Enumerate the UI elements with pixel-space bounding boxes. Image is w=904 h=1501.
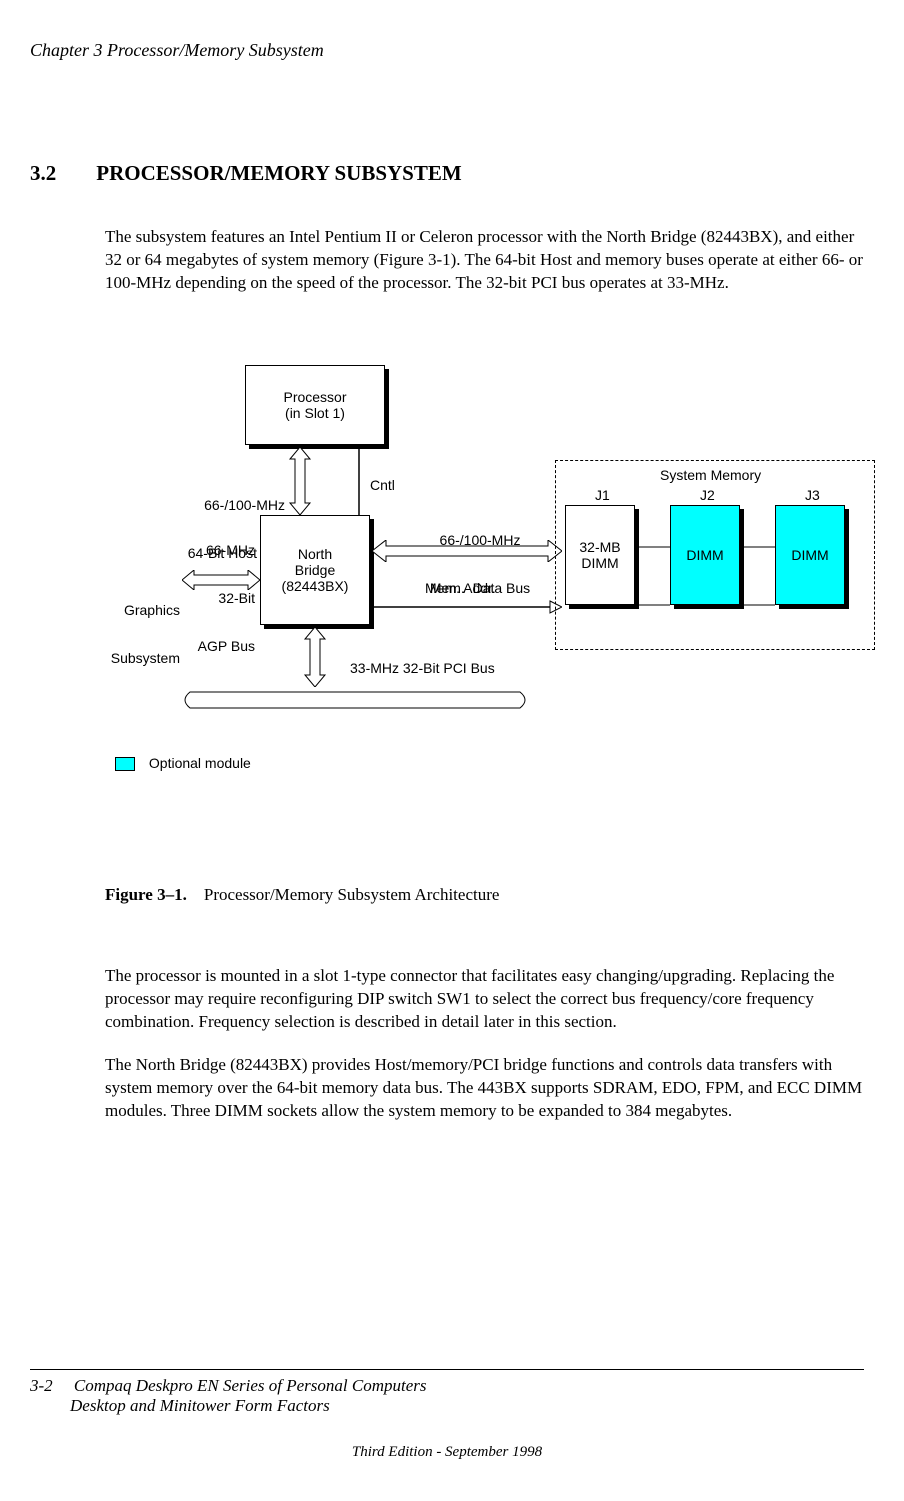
graphics-label: Graphics Subsystem bbox=[95, 570, 180, 698]
host-bus-arrow-icon bbox=[285, 447, 315, 515]
processor-label-2: (in Slot 1) bbox=[285, 405, 345, 421]
nb-label-2: Bridge bbox=[295, 562, 335, 578]
architecture-diagram: Processor (in Slot 1) 66-/100-MHz 64-Bit… bbox=[105, 365, 885, 845]
page-footer: 3-2 Compaq Deskpro EN Series of Personal… bbox=[30, 1369, 864, 1461]
system-memory-label: System Memory bbox=[660, 467, 761, 483]
paragraph-2: The processor is mounted in a slot 1-typ… bbox=[105, 965, 864, 1034]
section-number: 3.2 bbox=[30, 161, 56, 186]
chapter-header: Chapter 3 Processor/Memory Subsystem bbox=[30, 40, 864, 61]
nb-label-3: (82443BX) bbox=[282, 578, 349, 594]
dimm-connector-1-icon bbox=[635, 545, 670, 549]
footer-edition: Third Edition - September 1998 bbox=[30, 1444, 864, 1461]
processor-box: Processor (in Slot 1) bbox=[245, 365, 385, 445]
dimm-connector-3-icon bbox=[740, 545, 775, 549]
footer-subtitle: Desktop and Minitower Form Factors bbox=[70, 1396, 864, 1416]
legend-swatch-icon bbox=[115, 757, 135, 771]
j2-label: J2 bbox=[700, 487, 715, 503]
mem-data-arrow-icon bbox=[372, 540, 562, 562]
dimm-j1: 32-MB DIMM bbox=[565, 505, 635, 605]
figure-text: Processor/Memory Subsystem Architecture bbox=[204, 885, 500, 904]
processor-label-1: Processor bbox=[283, 389, 346, 405]
footer-title: Compaq Deskpro EN Series of Personal Com… bbox=[74, 1376, 427, 1395]
agp-bus-label: 66-MHz 32-Bit AGP Bus bbox=[175, 510, 255, 686]
page-number: 3-2 bbox=[30, 1376, 53, 1395]
section-heading: 3.2 PROCESSOR/MEMORY SUBSYSTEM bbox=[30, 161, 864, 186]
section-title: PROCESSOR/MEMORY SUBSYSTEM bbox=[96, 161, 461, 186]
dimm-j3: DIMM bbox=[775, 505, 845, 605]
mem-addr-label: Mem. Addr. bbox=[425, 580, 496, 596]
legend: Optional module bbox=[115, 755, 251, 771]
legend-text: Optional module bbox=[149, 755, 251, 771]
paragraph-3: The North Bridge (82443BX) provides Host… bbox=[105, 1054, 864, 1123]
pci-vert-arrow-icon bbox=[300, 627, 330, 687]
pci-bus-label: 33-MHz 32-Bit PCI Bus bbox=[350, 660, 495, 676]
intro-paragraph: The subsystem features an Intel Pentium … bbox=[105, 226, 864, 295]
north-bridge-box: North Bridge (82443BX) bbox=[260, 515, 370, 625]
dimm-connector-4-icon bbox=[740, 603, 775, 607]
cntl-line-icon bbox=[353, 447, 365, 515]
figure-caption: Figure 3–1. Processor/Memory Subsystem A… bbox=[105, 885, 864, 905]
mem-addr-arrow-icon bbox=[372, 600, 562, 614]
agp-arrow-icon bbox=[182, 570, 260, 590]
pci-bus-icon bbox=[180, 680, 530, 720]
footer-rule bbox=[30, 1369, 864, 1370]
cntl-label: Cntl bbox=[370, 477, 395, 493]
dimm-j2: DIMM bbox=[670, 505, 740, 605]
j1-label: J1 bbox=[595, 487, 610, 503]
dimm-connector-2-icon bbox=[635, 603, 670, 607]
figure-label: Figure 3–1. bbox=[105, 885, 187, 904]
j3-label: J3 bbox=[805, 487, 820, 503]
nb-label-1: North bbox=[298, 546, 332, 562]
